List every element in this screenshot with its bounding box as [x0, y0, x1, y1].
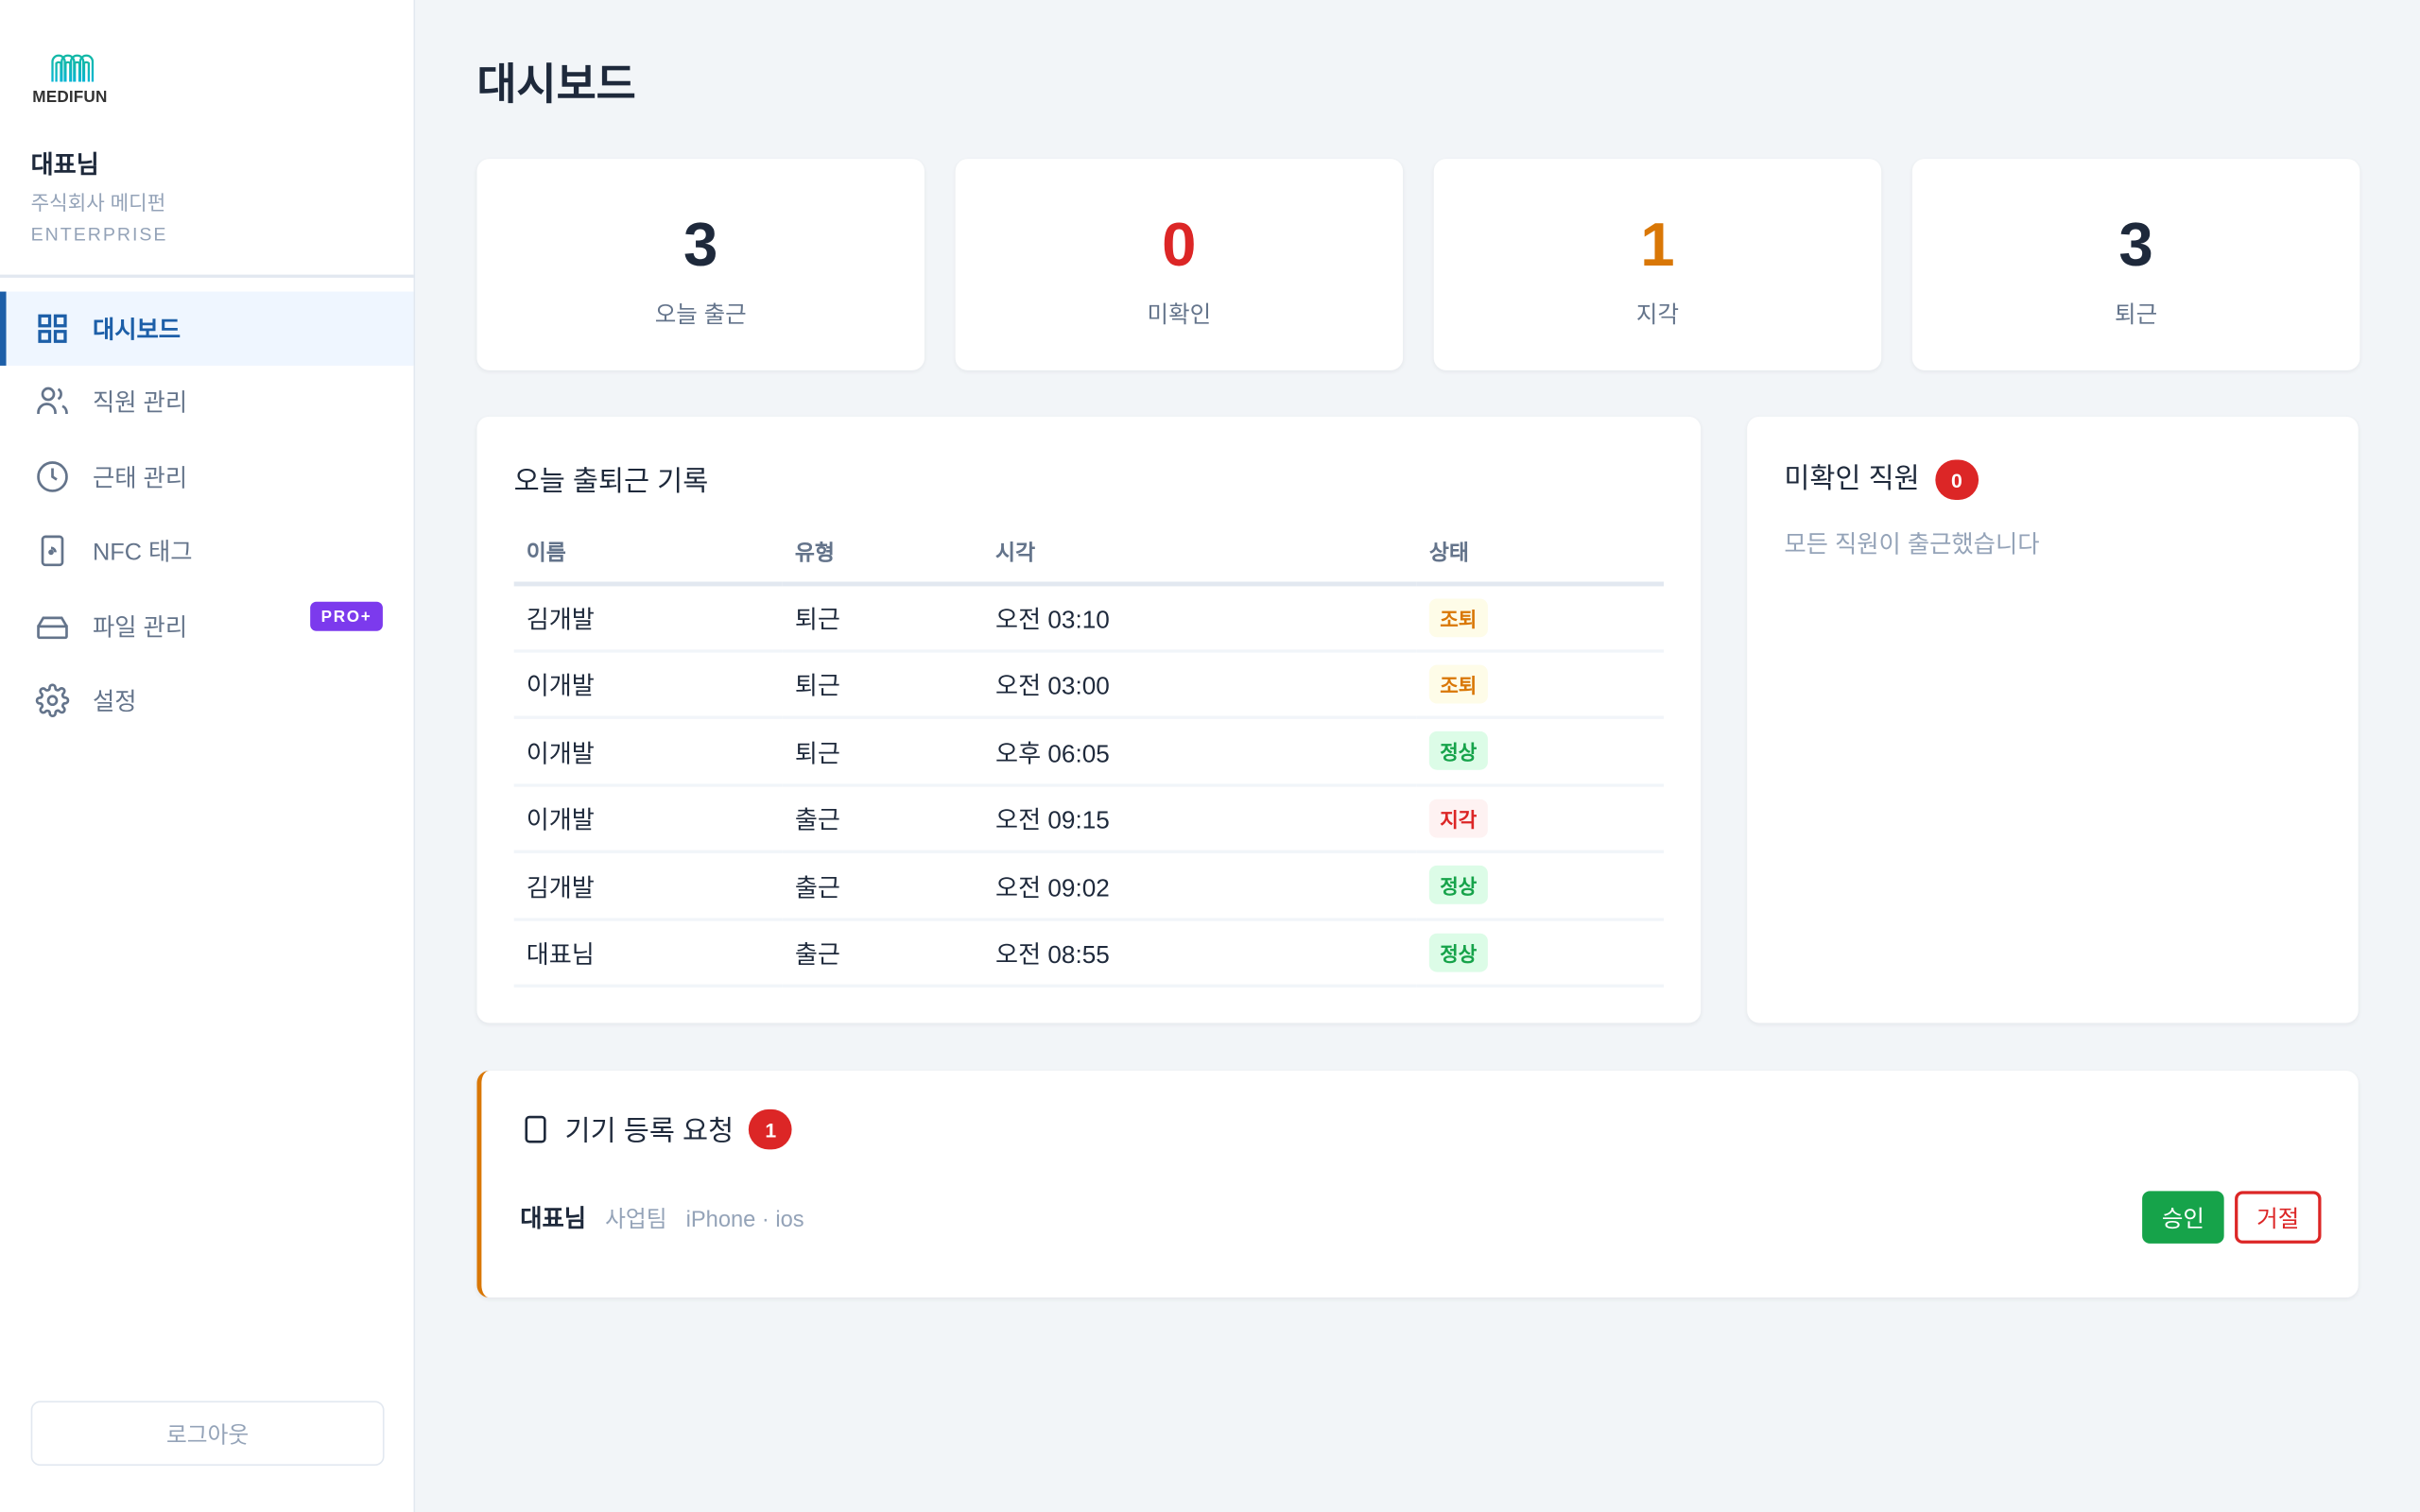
table-row: 김개발 퇴근 오전 03:10 조퇴 — [513, 583, 1664, 652]
stat-card-late: 1 지각 — [1433, 159, 1882, 370]
gear-icon — [35, 683, 70, 717]
cell-type: 퇴근 — [782, 650, 983, 719]
sidebar-item-label: 파일 관리 — [92, 615, 188, 643]
clock-icon — [37, 461, 68, 492]
cell-name: 김개발 — [513, 583, 783, 652]
cell-status: 지각 — [1416, 784, 1664, 853]
cell-status: 정상 — [1416, 851, 1664, 920]
sidebar-item-employees[interactable]: 직원 관리 — [0, 364, 414, 438]
requester-name: 대표님 — [520, 1206, 587, 1233]
stat-value: 1 — [1640, 211, 1675, 280]
table-row: 이개발 출근 오전 09:15 지각 — [513, 784, 1664, 853]
stat-value: 0 — [1162, 211, 1197, 280]
cell-time: 오전 03:00 — [983, 650, 1417, 719]
sidebar-item-dashboard[interactable]: 대시보드 — [0, 291, 414, 366]
cell-type: 퇴근 — [782, 717, 983, 786]
stat-card-unconfirmed: 0 미확인 — [955, 159, 1404, 370]
stat-value: 3 — [683, 211, 718, 280]
requester-team: 사업팀 — [605, 1208, 667, 1233]
sidebar-item-label: 근태 관리 — [92, 466, 188, 492]
stat-label: 퇴근 — [2115, 302, 2158, 329]
sidebar-item-settings[interactable]: 설정 — [0, 663, 414, 737]
divider — [0, 274, 414, 278]
sidebar-item-attendance[interactable]: 근태 관리 — [0, 439, 414, 513]
cell-name: 이개발 — [513, 650, 783, 719]
stat-card-checkin: 3 오늘 출근 — [476, 159, 925, 370]
cell-time: 오전 09:15 — [983, 784, 1417, 853]
column-header-time: 시각 — [983, 524, 1417, 586]
column-header-status: 상태 — [1416, 524, 1664, 586]
cell-type: 퇴근 — [782, 583, 983, 652]
cell-status: 정상 — [1416, 717, 1664, 786]
cell-name: 대표님 — [513, 919, 783, 988]
status-badge: 정상 — [1428, 731, 1488, 771]
status-badge: 조퇴 — [1428, 597, 1488, 637]
stat-value: 3 — [2118, 211, 2153, 280]
status-badge: 지각 — [1428, 799, 1488, 838]
unconfirmed-title-row: 미확인 직원 0 — [1784, 456, 1979, 501]
stat-label: 오늘 출근 — [654, 302, 747, 329]
status-badge: 정상 — [1428, 866, 1488, 905]
cell-name: 이개발 — [513, 717, 783, 786]
sidebar: MEDIFUN 대표님 주식회사 메디펀 ENTERPRISE 대시보드 직원 … — [0, 0, 416, 1512]
unconfirmed-title: 미확인 직원 — [1784, 462, 1920, 494]
drive-icon — [37, 616, 68, 640]
cell-name: 김개발 — [513, 851, 783, 920]
approve-button[interactable]: 승인 — [2142, 1191, 2224, 1244]
sidebar-item-label: NFC 태그 — [92, 540, 193, 567]
unconfirmed-card: 미확인 직원 0 모든 직원이 출근했습니다 — [1747, 416, 2359, 1023]
stat-card-checkout: 3 퇴근 — [1911, 159, 2360, 370]
table-row: 김개발 출근 오전 09:02 정상 — [513, 851, 1664, 920]
device-info: iPhone · ios — [685, 1208, 804, 1233]
cell-time: 오전 08:55 — [983, 919, 1417, 988]
cell-name: 이개발 — [513, 784, 783, 853]
users-icon — [37, 387, 68, 414]
device-request-title: 기기 등록 요청 — [564, 1115, 735, 1147]
device-request-item: 대표님 사업팀 iPhone · ios — [520, 1200, 804, 1234]
table-row: 대표님 출근 오전 08:55 정상 — [513, 919, 1664, 988]
reject-button[interactable]: 거절 — [2235, 1191, 2322, 1244]
sidebar-item-label: 설정 — [92, 689, 137, 716]
cell-type: 출근 — [782, 851, 983, 920]
sidebar-item-files[interactable]: 파일 관리 PRO+ — [0, 590, 414, 663]
cell-type: 출근 — [782, 919, 983, 988]
records-title: 오늘 출퇴근 기록 — [513, 466, 709, 497]
medifun-logo — [51, 54, 95, 82]
nfc-phone-icon — [41, 535, 64, 567]
page-title: 대시보드 — [476, 60, 636, 109]
table-row: 이개발 퇴근 오후 06:05 정상 — [513, 717, 1664, 786]
company-name: 주식회사 메디펀 — [30, 191, 166, 215]
cell-time: 오후 06:05 — [983, 717, 1417, 786]
cell-status: 조퇴 — [1416, 650, 1664, 719]
status-badge: 조퇴 — [1428, 664, 1488, 704]
count-badge: 1 — [749, 1108, 793, 1150]
sidebar-item-nfc[interactable]: NFC 태그 — [0, 514, 414, 588]
records-table: 이름 유형 시각 상태 김개발 퇴근 오전 03:10 조퇴 이개발 퇴근 오전 03:00… — [513, 524, 1664, 988]
plan-label: ENTERPRISE — [30, 223, 168, 246]
records-card: 오늘 출퇴근 기록 이름 유형 시각 상태 김개발 퇴근 오전 03:10 조퇴 이개발… — [476, 416, 1702, 1023]
column-header-name: 이름 — [513, 524, 783, 586]
status-badge: 정상 — [1428, 933, 1488, 972]
cell-status: 조퇴 — [1416, 583, 1664, 652]
table-row: 이개발 퇴근 오전 03:00 조퇴 — [513, 650, 1664, 719]
count-badge: 0 — [1935, 459, 1979, 501]
logo-text: MEDIFUN — [32, 88, 108, 107]
logout-button[interactable]: 로그아웃 — [30, 1400, 385, 1467]
user-name: 대표님 — [30, 152, 99, 180]
device-request-title-row: 기기 등록 요청 1 — [525, 1108, 793, 1150]
cell-type: 출근 — [782, 784, 983, 853]
column-header-type: 유형 — [782, 524, 983, 586]
grid-icon — [38, 314, 67, 343]
pro-badge: PRO+ — [310, 601, 383, 631]
stat-label: 미확인 — [1147, 302, 1212, 329]
sidebar-item-label: 직원 관리 — [92, 390, 188, 417]
stat-label: 지각 — [1635, 302, 1679, 329]
cell-time: 오전 09:02 — [983, 851, 1417, 920]
phone-icon — [525, 1115, 546, 1143]
device-request-card: 기기 등록 요청 1 대표님 사업팀 iPhone · ios 승인 거절 — [476, 1071, 2359, 1298]
sidebar-item-label: 대시보드 — [92, 318, 182, 345]
cell-time: 오전 03:10 — [983, 583, 1417, 652]
empty-message: 모든 직원이 출근했습니다 — [1784, 532, 2040, 559]
cell-status: 정상 — [1416, 919, 1664, 988]
